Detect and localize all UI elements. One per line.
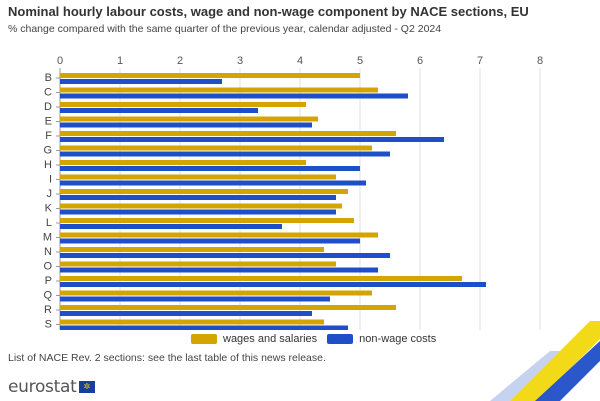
bar-nonwage (60, 151, 390, 157)
bar-wages (60, 247, 324, 252)
category-label: N (44, 246, 52, 258)
bar-nonwage (60, 79, 222, 84)
bar-nonwage (60, 122, 312, 128)
category-label: I (49, 174, 52, 186)
bar-wages (60, 232, 378, 238)
bar-nonwage (60, 296, 330, 302)
bar-wages (60, 261, 336, 267)
bar-wages (60, 276, 462, 281)
bar-nonwage (60, 282, 486, 287)
bar-wages (60, 160, 306, 165)
x-tick-label: 3 (237, 55, 243, 67)
category-label: F (45, 130, 52, 142)
x-tick-label: 1 (117, 55, 123, 67)
category-label: G (43, 145, 52, 157)
bar-nonwage (60, 311, 312, 316)
legend-item-wages[interactable]: wages and salaries (191, 333, 317, 345)
legend-label-nonwage: non-wage costs (359, 333, 437, 345)
bar-wages (60, 102, 306, 107)
legend-item-nonwage[interactable]: non-wage costs (327, 333, 436, 345)
bar-wages (60, 131, 396, 136)
bar-nonwage (60, 137, 444, 142)
x-tick-label: 4 (297, 55, 303, 67)
category-label: R (44, 304, 52, 316)
category-label: D (44, 101, 52, 113)
bar-wages (60, 305, 396, 310)
bar-nonwage (60, 267, 378, 273)
category-label: C (44, 87, 52, 99)
legend-label-wages: wages and salaries (223, 333, 318, 345)
category-label: O (43, 261, 52, 273)
bar-wages (60, 189, 348, 194)
eurostat-logo[interactable]: eurostat (8, 377, 96, 397)
chart-title: Nominal hourly labour costs, wage and no… (8, 4, 529, 19)
category-label: S (45, 319, 52, 331)
footnote: List of NACE Rev. 2 sections: see the la… (8, 352, 326, 364)
category-label: K (45, 203, 53, 215)
x-tick-label: 2 (177, 55, 183, 67)
bar-nonwage (60, 195, 336, 200)
category-label: L (46, 217, 52, 229)
logo-text: eurostat (8, 377, 77, 397)
bar-wages (60, 116, 318, 122)
x-tick-label: 5 (357, 55, 363, 67)
eu-flag-icon (79, 381, 96, 393)
bar-wages (60, 174, 336, 180)
x-tick-label: 6 (417, 55, 423, 67)
category-label: M (43, 232, 52, 244)
bar-nonwage (60, 253, 390, 258)
bar-wages (60, 87, 378, 93)
bar-wages (60, 319, 324, 325)
bar-nonwage (60, 166, 360, 171)
category-label: H (44, 159, 52, 171)
bar-wages (60, 145, 372, 151)
bar-nonwage (60, 224, 282, 229)
x-tick-label: 8 (537, 55, 543, 67)
bar-nonwage (60, 325, 348, 330)
category-label: E (45, 116, 52, 128)
bar-nonwage (60, 108, 258, 113)
legend-swatch-wages (191, 334, 217, 344)
bar-nonwage (60, 209, 336, 215)
bar-nonwage (60, 238, 360, 244)
bar-wages (60, 218, 354, 223)
legend-swatch-nonwage (327, 334, 354, 344)
bar-nonwage (60, 180, 366, 186)
bar-nonwage (60, 93, 408, 99)
bar-wages (60, 73, 360, 78)
category-label: J (47, 188, 53, 200)
bar-wages (60, 290, 372, 296)
category-label: Q (43, 290, 52, 302)
bar-wages (60, 203, 342, 209)
legend: wages and salaries non-wage costs (191, 333, 446, 345)
category-label: B (45, 72, 52, 84)
x-tick-label: 7 (477, 55, 483, 67)
x-tick-label: 0 (57, 55, 63, 67)
category-label: P (45, 275, 52, 287)
chart-subtitle: % change compared with the same quarter … (8, 23, 442, 35)
corner-stripes-icon (490, 321, 600, 401)
